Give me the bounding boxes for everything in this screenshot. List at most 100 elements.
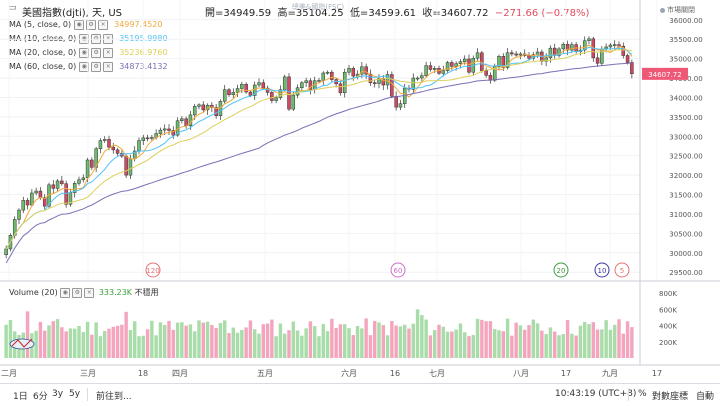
- candle-body: [360, 66, 364, 75]
- volume-bar: [283, 333, 287, 358]
- volume-bar: [604, 320, 608, 358]
- time-tick-label: 17: [561, 369, 571, 378]
- price-tick-label: 33500.00: [669, 114, 702, 122]
- open-value: 34949.59: [223, 8, 272, 19]
- candle-body: [38, 190, 43, 198]
- volume-bar: [591, 322, 595, 358]
- volume-legend[interactable]: Volume (20) ◉ ⚙ × 333.23K 不穩用: [9, 287, 159, 299]
- percent-toggle[interactable]: %: [638, 389, 647, 399]
- candle-body: [497, 56, 501, 67]
- candle-body: [351, 68, 356, 77]
- candle-body: [77, 179, 81, 184]
- symbol-title[interactable]: 美國指數(djti), 天, US: [22, 8, 123, 19]
- volume-bar: [488, 321, 493, 358]
- volume-bar: [115, 325, 120, 358]
- settings-icon[interactable]: ⚙: [91, 47, 102, 58]
- collapse-toggle-icon[interactable]: ▭: [8, 3, 17, 13]
- candle-body: [484, 70, 488, 76]
- event-marker[interactable]: 120: [145, 262, 161, 278]
- eye-icon[interactable]: ◉: [79, 33, 90, 44]
- event-marker[interactable]: 20: [553, 262, 569, 278]
- volume-bar: [617, 319, 621, 358]
- candle-body: [415, 77, 420, 80]
- price-tick-label: 31000.00: [669, 211, 702, 219]
- volume-bar: [261, 324, 265, 358]
- goto-date-button[interactable]: 前往到...: [96, 392, 132, 402]
- event-marker[interactable]: 5: [614, 262, 630, 278]
- volume-bar: [450, 331, 454, 358]
- volume-bar: [197, 320, 201, 358]
- close-icon[interactable]: ×: [84, 287, 95, 298]
- volume-bar: [25, 311, 30, 358]
- close-icon[interactable]: ×: [103, 61, 114, 72]
- candle-body: [34, 190, 38, 194]
- log-scale-toggle[interactable]: 對數座標: [652, 392, 689, 402]
- candle-body: [347, 68, 351, 73]
- ma-value: 34997.4520: [114, 20, 163, 29]
- settings-icon[interactable]: ⚙: [91, 61, 102, 72]
- eye-icon[interactable]: ◉: [60, 287, 71, 298]
- time-tick-label: 五月: [257, 369, 273, 378]
- price-tick-label: 30000.00: [669, 250, 702, 258]
- range-1d-button[interactable]: 1日: [13, 392, 28, 402]
- settings-icon[interactable]: ⚙: [91, 33, 102, 44]
- volume-bar: [304, 328, 308, 358]
- candle-body: [4, 248, 8, 256]
- ma-line: [5, 44, 633, 250]
- volume-bar: [531, 319, 535, 358]
- candle-body: [137, 140, 141, 152]
- volume-status: 不穩用: [134, 288, 159, 297]
- price-tick-label: 34000.00: [669, 94, 702, 102]
- candle-body: [535, 51, 540, 55]
- volume-bar: [544, 334, 548, 358]
- candle-body: [214, 107, 218, 116]
- volume-bar: [441, 326, 445, 358]
- ma-line: [5, 46, 633, 250]
- bottom-toolbar: 1日 6分 3y 5y 前往到... 10:43:19 (UTC+8) % 對數…: [0, 383, 720, 406]
- candle-body: [428, 65, 433, 70]
- range-5y-button[interactable]: 5y: [69, 389, 81, 399]
- range-6m-button[interactable]: 6分: [33, 392, 48, 402]
- candle-body: [518, 53, 523, 56]
- candle-body: [17, 209, 21, 220]
- candle-body: [612, 44, 617, 46]
- candle-body: [287, 76, 291, 110]
- eye-icon[interactable]: ◉: [79, 61, 90, 72]
- candle-body: [424, 65, 428, 76]
- volume-bar: [347, 328, 351, 358]
- range-3y-button[interactable]: 3y: [52, 389, 64, 399]
- event-marker[interactable]: 60: [390, 262, 406, 278]
- volume-bar: [85, 321, 90, 358]
- close-icon[interactable]: ×: [103, 47, 114, 58]
- volume-bar: [180, 322, 184, 358]
- event-marker-label: 5: [620, 267, 624, 275]
- candle-body: [145, 137, 150, 140]
- candle-body: [30, 192, 34, 206]
- volume-bar: [355, 326, 360, 358]
- candle-body: [300, 82, 304, 88]
- volume-bar: [407, 328, 411, 358]
- candle-body: [222, 89, 227, 102]
- close-icon[interactable]: ×: [103, 33, 114, 44]
- candle-body: [561, 43, 566, 50]
- volume-bar: [334, 327, 338, 358]
- event-marker[interactable]: 10: [594, 262, 610, 278]
- candle-body: [462, 58, 467, 62]
- settings-icon[interactable]: ⚙: [72, 287, 83, 298]
- volume-bar: [411, 323, 415, 358]
- candle-body: [25, 200, 30, 206]
- price-tick-label: 32500.00: [669, 153, 702, 161]
- eye-icon[interactable]: ◉: [79, 47, 90, 58]
- candle-body: [282, 76, 287, 90]
- volume-bar: [77, 326, 81, 358]
- candle-body: [338, 83, 343, 94]
- candle-body: [107, 139, 111, 148]
- candle-body: [270, 92, 274, 101]
- time-tick-label: 七月: [429, 369, 445, 378]
- auto-scale-toggle[interactable]: 自動: [696, 392, 715, 402]
- volume-bar: [394, 325, 398, 358]
- candle-body: [604, 46, 608, 50]
- volume-bar: [445, 331, 450, 358]
- volume-bar: [107, 328, 111, 358]
